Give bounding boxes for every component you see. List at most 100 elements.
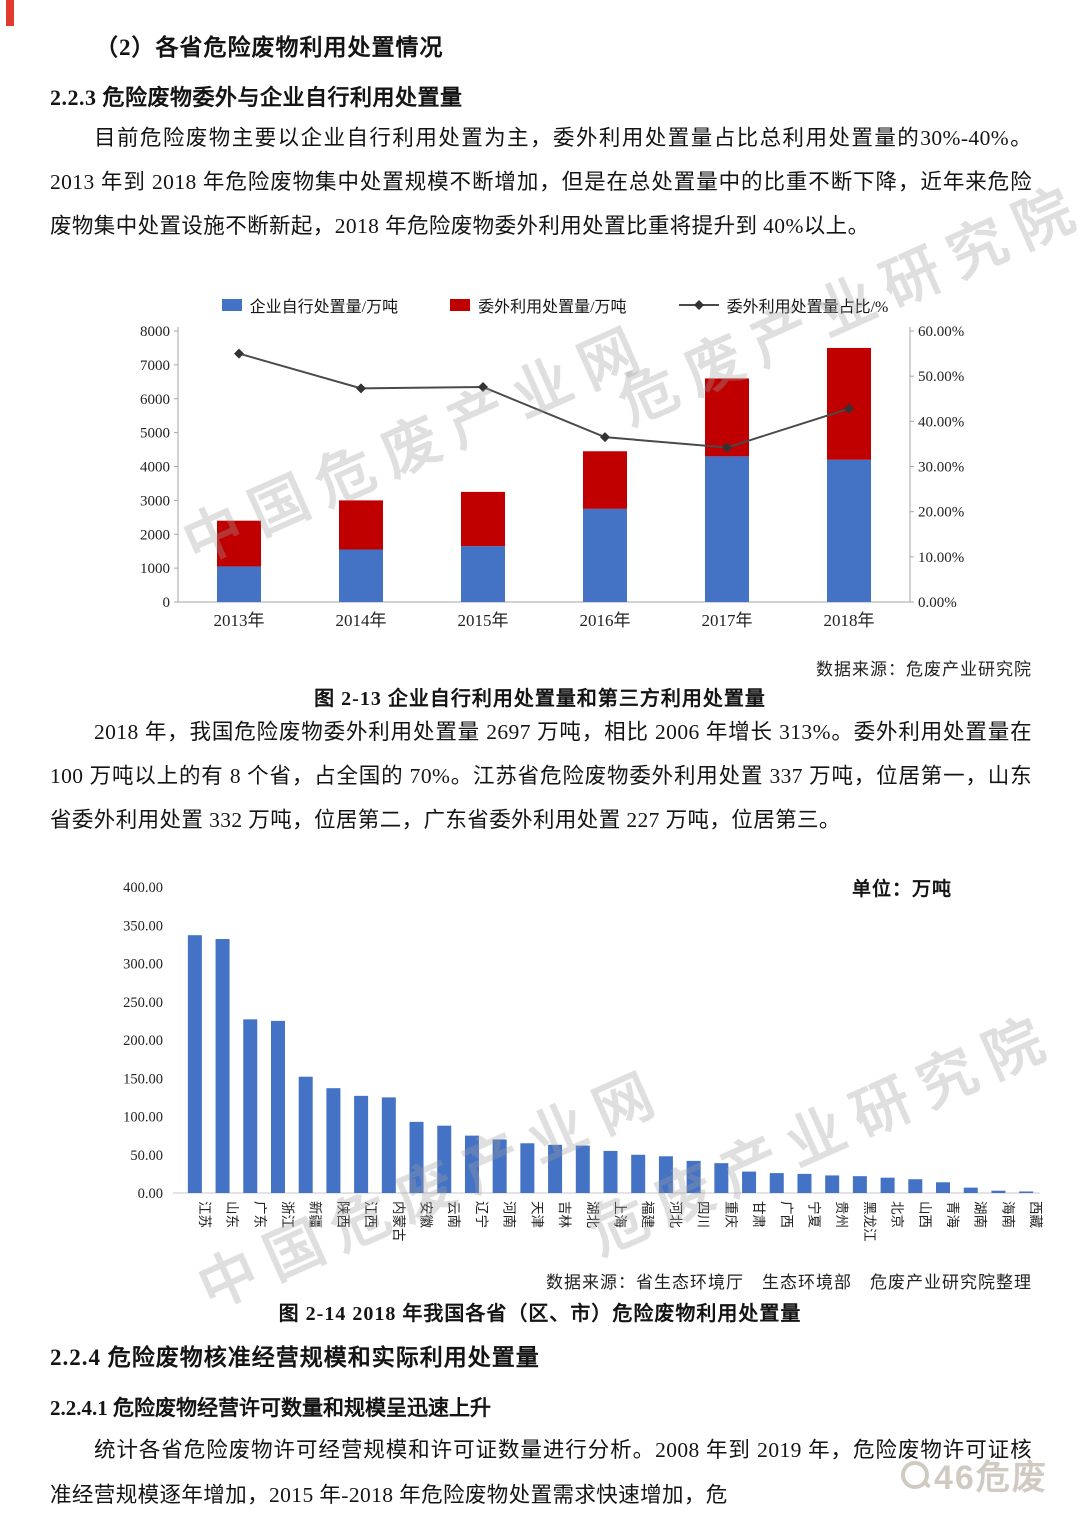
legend-item: 委外利用处置量占比/% (678, 293, 889, 317)
legend-label: 委外利用处置量占比/% (726, 299, 889, 316)
y-axis-tick-label: 250.00 (123, 995, 163, 1011)
province-bar (298, 1076, 313, 1193)
province-bar (326, 1088, 341, 1193)
line-marker-diamond (722, 442, 732, 453)
figure-2-14-chart: 0.00 50.00 100.00 150.00 200.00 250.00 300.00 3… (55, 870, 1045, 1275)
province-bar (409, 1121, 424, 1193)
province-bar (1019, 1191, 1034, 1193)
section-heading-2: （2）各省危险废物利用处置情况 (95, 35, 444, 60)
page-corner-red-mark (6, 0, 14, 26)
province-label: 湖北 (585, 1201, 600, 1229)
left-axis-tick-label: 1000 (140, 561, 170, 577)
province-label: 甘肃 (751, 1201, 766, 1228)
line-marker-diamond (600, 432, 610, 443)
paragraph-permits: 统计各省危险废物许可经营规模和许可证数量进行分析。2008 年到 2019 年，… (50, 1438, 1032, 1507)
province-label: 辽宁 (474, 1201, 490, 1228)
figure-2-13-source: 数据来源：危废产业研究院 (816, 660, 1032, 679)
province-label: 广西 (779, 1201, 794, 1228)
province-bar (215, 939, 230, 1193)
province-label: 湖南 (973, 1201, 988, 1228)
figure-2-14-unit-label: 单位：万吨 (852, 879, 953, 900)
province-bar (908, 1179, 923, 1193)
province-bar (991, 1190, 1006, 1193)
y-axis-tick-label: 200.00 (123, 1033, 163, 1049)
x-axis-category-label: 2014年 (336, 611, 387, 630)
paragraph-overview: 目前危险废物主要以企业自行利用处置为主，委外利用处置量占比总利用处置量的30%-… (50, 126, 1032, 238)
province-label: 四川 (696, 1201, 711, 1228)
province-bar (464, 1135, 479, 1193)
right-axis-tick-label: 0.00% (918, 595, 957, 611)
corner-watermark-text: 46危废 (934, 1459, 1048, 1497)
bar-segment-outsourced (217, 520, 261, 567)
figure-2-14-caption: 图 2-14 2018 年我国各省（区、市）危险废物利用处置量 (278, 1303, 802, 1325)
figure-2-14-svg: 0.00 50.00 100.00 150.00 200.00 250.00 300.00 3… (123, 880, 1043, 1242)
x-axis-category-label: 2016年 (580, 611, 631, 630)
province-bar (742, 1171, 757, 1193)
bar-segment-outsourced (339, 500, 383, 550)
province-bar (686, 1160, 701, 1193)
magnifier-icon (900, 1460, 932, 1490)
paragraph-2018-data: 2018 年，我国危险废物委外利用处置量 2697 万吨，相比 2006 年增长… (50, 720, 1032, 832)
line-marker-diamond (478, 382, 488, 393)
x-axis-category-label: 2013年 (214, 611, 265, 630)
left-axis-tick-label: 3000 (140, 493, 170, 509)
province-label: 山东 (225, 1201, 240, 1228)
province-bar (243, 1019, 258, 1193)
y-axis-tick-label: 0.00 (138, 1186, 163, 1202)
y-axis-tick-label: 100.00 (123, 1110, 163, 1126)
chart-canvas-area: 0 1000 2000 3000 4000 5000 6000 7000 8000 0.00% 10… (130, 318, 980, 645)
y-axis-tick-label: 150.00 (123, 1071, 163, 1087)
right-axis-tick-label: 10.00% (918, 550, 964, 566)
province-label: 吉林 (557, 1201, 572, 1229)
right-axis-tick-label: 20.00% (918, 505, 964, 521)
bar-segment-self (217, 566, 261, 602)
province-bar (714, 1163, 729, 1193)
province-bar (492, 1139, 507, 1193)
province-bar (963, 1187, 978, 1193)
province-bar (603, 1150, 618, 1193)
y-axis-tick-label: 400.00 (123, 880, 163, 896)
province-label: 贵州 (834, 1201, 849, 1228)
province-label: 北京 (890, 1201, 905, 1228)
section-heading-2-2-3: 2.2.3 危险废物委外与企业自行利用处置量 (50, 85, 463, 110)
line-marker-diamond (844, 403, 854, 414)
province-bar (825, 1175, 840, 1193)
bar-segment-self (583, 508, 627, 602)
y-axis-tick-label: 50.00 (130, 1148, 163, 1164)
section-heading-2-2-4-1: 2.2.4.1 危险废物经营许可数量和规模呈迅速上升 (50, 1396, 491, 1420)
left-axis-tick-label: 6000 (140, 392, 170, 408)
ratio-line (238, 352, 850, 449)
province-label: 陕西 (335, 1201, 350, 1228)
province-bar (437, 1125, 452, 1193)
province-bar (880, 1177, 895, 1193)
province-bar (631, 1154, 646, 1193)
right-axis-tick-label: 40.00% (918, 414, 964, 430)
left-axis-tick-label: 2000 (140, 527, 170, 543)
province-label: 云南 (446, 1201, 461, 1228)
province-label: 海南 (1000, 1201, 1015, 1228)
left-axis-tick-label: 8000 (140, 324, 170, 340)
bar-segment-self (705, 456, 749, 602)
province-label: 河北 (668, 1201, 683, 1229)
province-bar (769, 1173, 784, 1193)
bar-segment-outsourced (461, 491, 505, 547)
legend-color-swatch (221, 299, 242, 311)
x-axis-category-label: 2018年 (824, 611, 875, 630)
province-label: 福建 (640, 1201, 655, 1228)
province-label: 江苏 (197, 1201, 212, 1228)
province-bar (852, 1176, 867, 1193)
province-label: 宁夏 (806, 1201, 822, 1229)
province-bar (270, 1020, 285, 1193)
province-label: 山西 (917, 1201, 932, 1228)
province-bar (797, 1173, 812, 1193)
bar-segment-self (461, 546, 505, 602)
province-bar (354, 1095, 369, 1193)
left-axis-tick-label: 0 (163, 595, 171, 611)
figure-2-13-svg: 0 1000 2000 3000 4000 5000 6000 7000 8000 0.00% 10… (140, 324, 964, 630)
right-axis-tick-label: 50.00% (918, 369, 964, 385)
y-axis-tick-label: 350.00 (123, 918, 163, 934)
bar-segment-outsourced (583, 451, 627, 509)
bar-segment-self (827, 459, 871, 602)
province-bar (936, 1182, 951, 1193)
